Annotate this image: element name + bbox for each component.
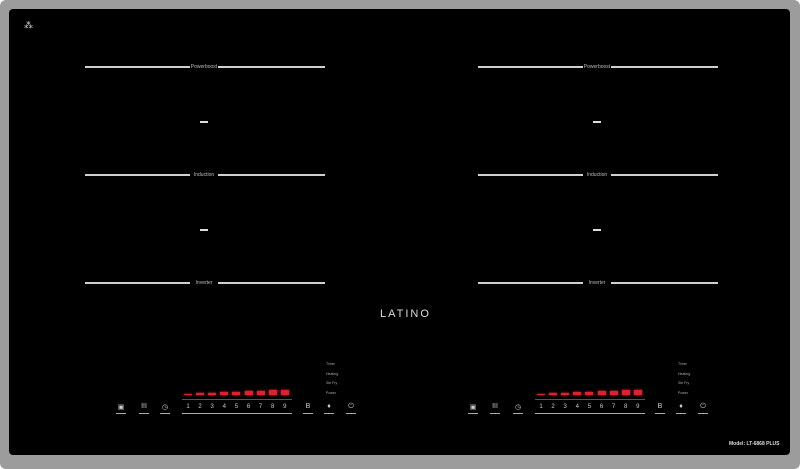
button-underline (513, 413, 523, 414)
zone-divider (85, 174, 190, 176)
slider-track[interactable] (182, 413, 292, 414)
button-underline (698, 413, 708, 414)
zone-divider (611, 282, 718, 284)
lock-icon[interactable]: ▣ (117, 404, 125, 411)
zone-power-display (200, 229, 208, 231)
slider-top-line (535, 399, 645, 400)
mode-indicator: Heating (326, 371, 339, 376)
button-underline (676, 413, 686, 414)
level-bar (585, 391, 594, 395)
level-9-button[interactable]: 9 (636, 404, 640, 410)
flame-icon[interactable]: ♦ (327, 403, 331, 410)
model-label: Model: LT-6868 PLUS (729, 441, 780, 447)
level-5-button[interactable]: 5 (234, 404, 239, 410)
button-underline (346, 413, 356, 414)
mode-indicator: Power (326, 390, 336, 395)
zone-divider (85, 282, 190, 284)
level-3-button[interactable]: 3 (563, 404, 567, 410)
level-bar (244, 391, 253, 395)
lock-icon[interactable]: ▣ (469, 404, 477, 411)
level-bar (184, 394, 192, 395)
level-bar (232, 391, 241, 395)
level-6-button[interactable]: 6 (246, 404, 251, 410)
slider-top-line (182, 399, 292, 400)
boost-icon[interactable]: B (305, 403, 311, 410)
button-underline (490, 413, 500, 414)
level-2-button[interactable]: 2 (551, 404, 555, 410)
mode-indicator: Stir Fry (678, 381, 690, 385)
level-bar (621, 390, 630, 395)
level-2-button[interactable]: 2 (198, 404, 202, 410)
level-8-button[interactable]: 8 (624, 404, 628, 410)
heat-levels-icon[interactable]: III (141, 403, 147, 410)
level-bar (573, 392, 582, 395)
level-bar (597, 391, 606, 395)
zone-label: Inverter (588, 280, 606, 286)
level-4-button[interactable]: 4 (575, 404, 579, 410)
button-underline (160, 413, 170, 414)
mode-indicator: Timer (326, 362, 335, 366)
level-bar (561, 392, 570, 395)
flame-icon[interactable]: ♦ (679, 403, 683, 410)
level-7-button[interactable]: 7 (611, 404, 616, 410)
timer-icon[interactable]: ◷ (161, 404, 169, 411)
mode-indicator: Timer (678, 362, 687, 366)
mode-indicator: Power (678, 390, 688, 395)
power-icon[interactable]: ⏻ (348, 403, 354, 410)
level-9-button[interactable]: 9 (283, 404, 287, 410)
mode-indicator: Stir Fry (326, 381, 338, 385)
button-underline (116, 413, 126, 414)
zone-power-display (593, 121, 601, 123)
level-6-button[interactable]: 6 (599, 404, 604, 410)
zone-divider (478, 282, 583, 284)
brand-logo: LATINO (380, 308, 431, 320)
power-icon[interactable]: ⏻ (700, 403, 706, 410)
level-1-button[interactable]: 1 (186, 404, 190, 410)
boost-icon[interactable]: B (657, 403, 663, 410)
level-bar (268, 390, 277, 395)
glass-panel (9, 9, 790, 455)
level-bar (609, 390, 618, 395)
timer-icon[interactable]: ◷ (514, 404, 522, 411)
zone-divider (218, 174, 325, 176)
level-1-button[interactable]: 1 (539, 404, 543, 410)
level-bar (549, 393, 558, 395)
level-bar (537, 394, 545, 395)
mode-indicator: Heating (678, 371, 691, 376)
zone-divider (478, 66, 583, 68)
zone-label: Powerboost (583, 64, 611, 70)
zone-label: Induction (193, 172, 215, 178)
zone-divider (218, 282, 325, 284)
button-underline (303, 413, 313, 414)
level-8-button[interactable]: 8 (271, 404, 275, 410)
zone-divider (478, 174, 583, 176)
zone-label: Inverter (195, 280, 213, 286)
button-underline (468, 413, 478, 414)
button-underline (139, 413, 149, 414)
zone-divider (218, 66, 325, 68)
level-4-button[interactable]: 4 (222, 404, 226, 410)
zone-divider (85, 66, 190, 68)
level-bar (208, 392, 217, 395)
zone-divider (611, 174, 718, 176)
level-3-button[interactable]: 3 (210, 404, 214, 410)
level-bar (196, 393, 205, 395)
level-7-button[interactable]: 7 (258, 404, 263, 410)
zone-label: Powerboost (190, 64, 218, 70)
zone-divider (611, 66, 718, 68)
zone-power-display (200, 121, 208, 123)
button-underline (655, 413, 665, 414)
child-lock-symbol-icon: ⁂ (24, 20, 33, 30)
button-underline (324, 413, 334, 414)
slider-track[interactable] (535, 413, 645, 414)
heat-levels-icon[interactable]: III (492, 403, 498, 410)
zone-power-display (593, 229, 601, 231)
level-bar (256, 390, 265, 395)
level-bar (220, 392, 229, 395)
level-bar (280, 389, 289, 395)
zone-label: Induction (586, 172, 608, 178)
level-5-button[interactable]: 5 (587, 404, 592, 410)
level-bar (633, 389, 642, 395)
